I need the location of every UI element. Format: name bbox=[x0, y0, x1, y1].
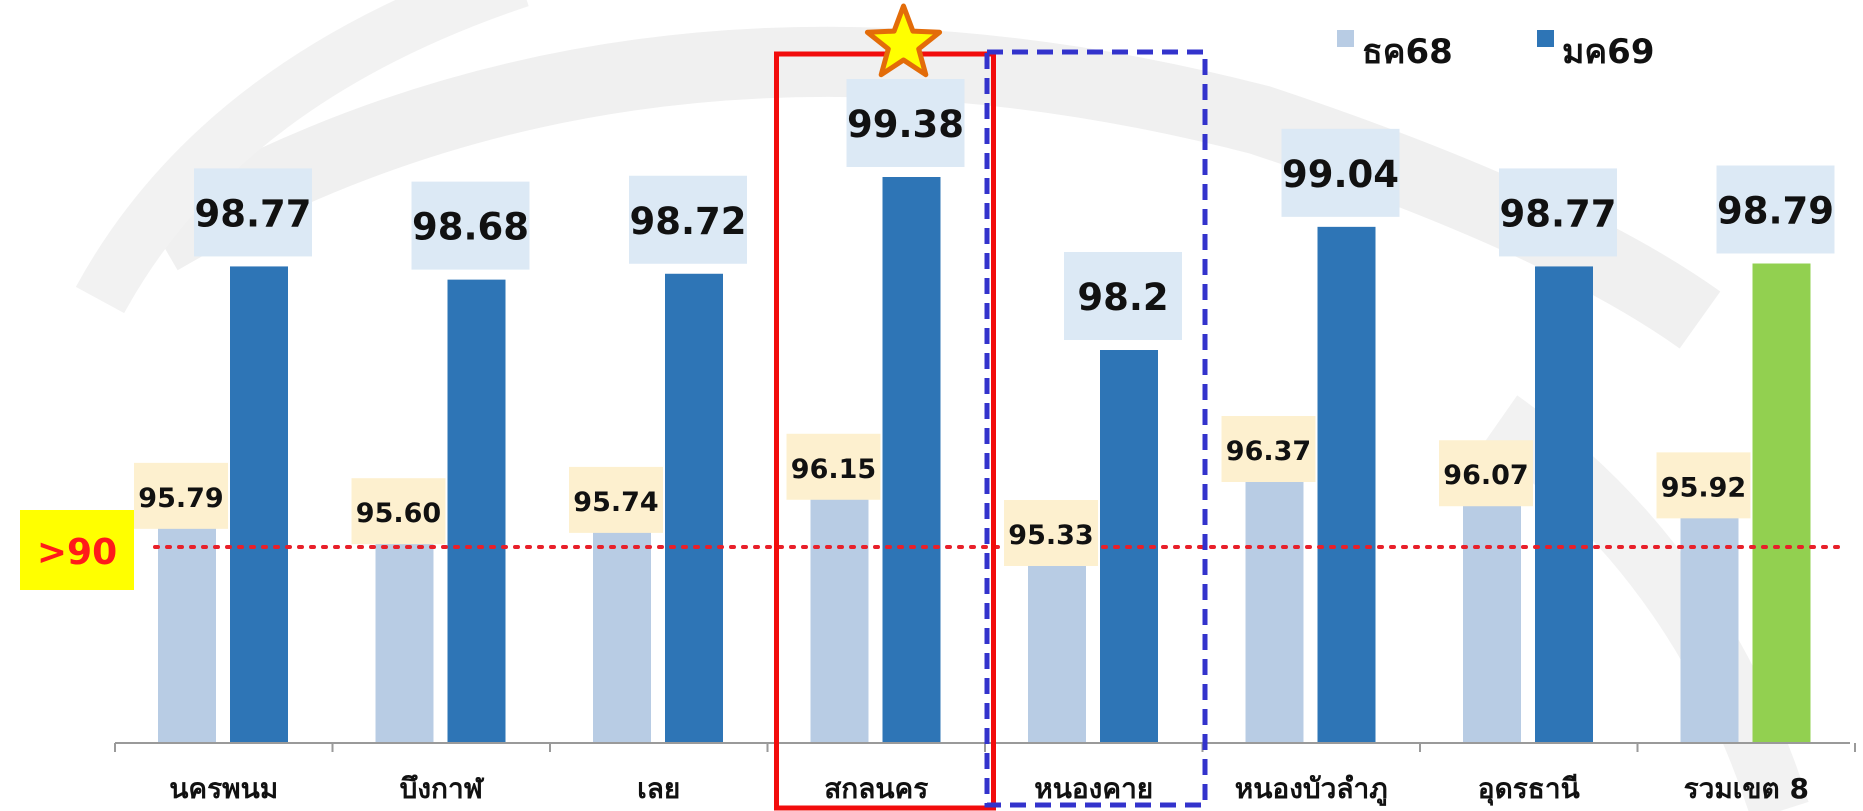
data-label-series-1: 96.37 bbox=[1226, 436, 1311, 467]
data-label-series-1: 95.92 bbox=[1661, 472, 1746, 503]
star-icon bbox=[864, 3, 943, 78]
bar-7-series-2 bbox=[1535, 266, 1593, 743]
data-label-series-1: 95.33 bbox=[1008, 520, 1093, 551]
bar-1-series-1 bbox=[158, 526, 216, 743]
highlight-box-dashed bbox=[984, 49, 1208, 808]
category-label: บึงกาฬ bbox=[400, 772, 485, 805]
data-label-series-2: 98.77 bbox=[194, 192, 311, 235]
data-label-series-2: 98.72 bbox=[629, 200, 746, 243]
threshold-badge bbox=[20, 510, 134, 590]
data-label-bg bbox=[569, 466, 663, 533]
category-label: รวมเขต 8 bbox=[1684, 772, 1809, 805]
bar-4-series-1 bbox=[810, 497, 869, 743]
category-label: อุดรธานี bbox=[1478, 772, 1580, 806]
legend-swatch-series-2 bbox=[1537, 30, 1554, 47]
data-label-series-2: 99.38 bbox=[847, 103, 964, 146]
data-label-series-2: 98.79 bbox=[1717, 190, 1834, 233]
bar-4-series-2 bbox=[882, 177, 941, 743]
data-label-bg bbox=[1281, 128, 1400, 217]
data-label-series-1: 95.74 bbox=[573, 487, 658, 518]
legend-label-series-2: มค69 bbox=[1562, 32, 1654, 72]
data-label-bg bbox=[411, 181, 530, 270]
category-label: เลย bbox=[637, 772, 680, 805]
data-label-bg bbox=[1716, 165, 1835, 254]
data-label-series-1: 96.15 bbox=[791, 454, 876, 485]
data-label-series-1: 95.79 bbox=[138, 483, 223, 514]
data-label-bg bbox=[1004, 500, 1098, 566]
bar-6-series-1 bbox=[1245, 480, 1304, 743]
data-label-series-2: 98.77 bbox=[1499, 192, 1616, 235]
bar-7-series-1 bbox=[1463, 504, 1521, 743]
data-label-bg bbox=[629, 175, 747, 264]
legend-swatch-series-1 bbox=[1337, 30, 1354, 47]
data-label-series-2: 99.04 bbox=[1282, 153, 1399, 196]
data-label-series-1: 95.60 bbox=[356, 498, 441, 529]
category-label: นครพนม bbox=[169, 772, 278, 805]
data-label-series-2: 98.68 bbox=[412, 206, 529, 249]
category-label: หนองคาย bbox=[1034, 772, 1153, 805]
bar-8-series-1 bbox=[1680, 516, 1739, 743]
data-label-bg bbox=[1439, 440, 1533, 507]
data-label-bg bbox=[786, 433, 881, 500]
data-label-bg bbox=[194, 168, 312, 257]
data-label-bg bbox=[1064, 252, 1182, 340]
data-label-bg bbox=[846, 79, 965, 167]
bar-1-series-2 bbox=[230, 266, 288, 743]
bar-8-series-2 bbox=[1752, 263, 1811, 743]
category-label: หนองบัวลำภู bbox=[1235, 772, 1388, 806]
bar-3-series-1 bbox=[593, 530, 651, 743]
data-label-bg bbox=[1499, 168, 1617, 257]
data-label-bg bbox=[1221, 416, 1316, 482]
legend-label-series-1: ธค68 bbox=[1362, 32, 1453, 72]
data-label-bg bbox=[134, 462, 228, 529]
bar-2-series-1 bbox=[375, 542, 434, 743]
data-label-series-2: 98.2 bbox=[1077, 276, 1168, 319]
data-label-bg bbox=[1656, 452, 1751, 519]
bar-2-series-2 bbox=[447, 279, 506, 743]
threshold-label: >90 bbox=[37, 532, 117, 573]
data-label-bg bbox=[351, 478, 446, 545]
bar-6-series-2 bbox=[1317, 226, 1376, 743]
bar-3-series-2 bbox=[665, 273, 723, 743]
category-label: สกลนคร bbox=[824, 772, 928, 805]
data-label-series-1: 96.07 bbox=[1443, 460, 1528, 491]
bar-5-series-1 bbox=[1028, 564, 1086, 743]
